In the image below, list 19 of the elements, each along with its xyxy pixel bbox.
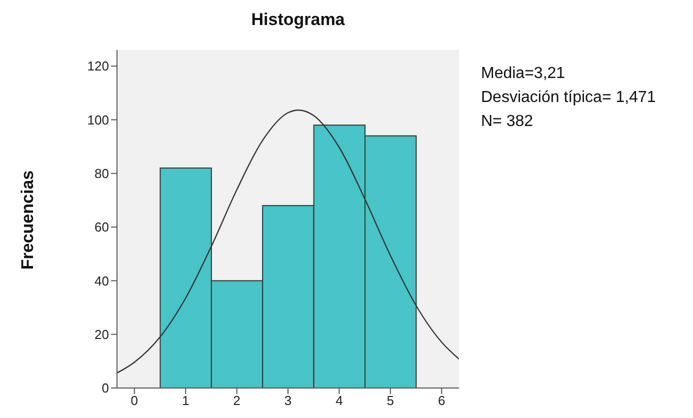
y-tick-label: 20 [94,326,109,342]
y-tick-label: 60 [94,220,109,235]
x-tick-label: 0 [130,393,138,408]
text: Media=3,21 [481,64,566,84]
chart-title: Histograma [250,10,346,30]
text: N= 382 [481,112,534,132]
x-tick-label: 4 [336,393,343,408]
y-axis-title: Frecuencias [18,170,38,270]
x-tick-label: 1 [182,393,190,408]
y-tick-label: 0 [102,380,109,396]
x-tick-label: 2 [233,393,240,408]
x-tick-label: 6 [438,393,446,408]
y-tick-label: 100 [87,112,109,128]
x-tick-label: 3 [284,393,292,408]
y-tick-label: 120 [87,58,109,74]
x-tick-label: 5 [386,393,394,408]
text: Desviación típica= 1,471 [481,88,656,108]
y-tick-label: 40 [94,273,109,288]
y-tick-label: 80 [94,166,109,182]
